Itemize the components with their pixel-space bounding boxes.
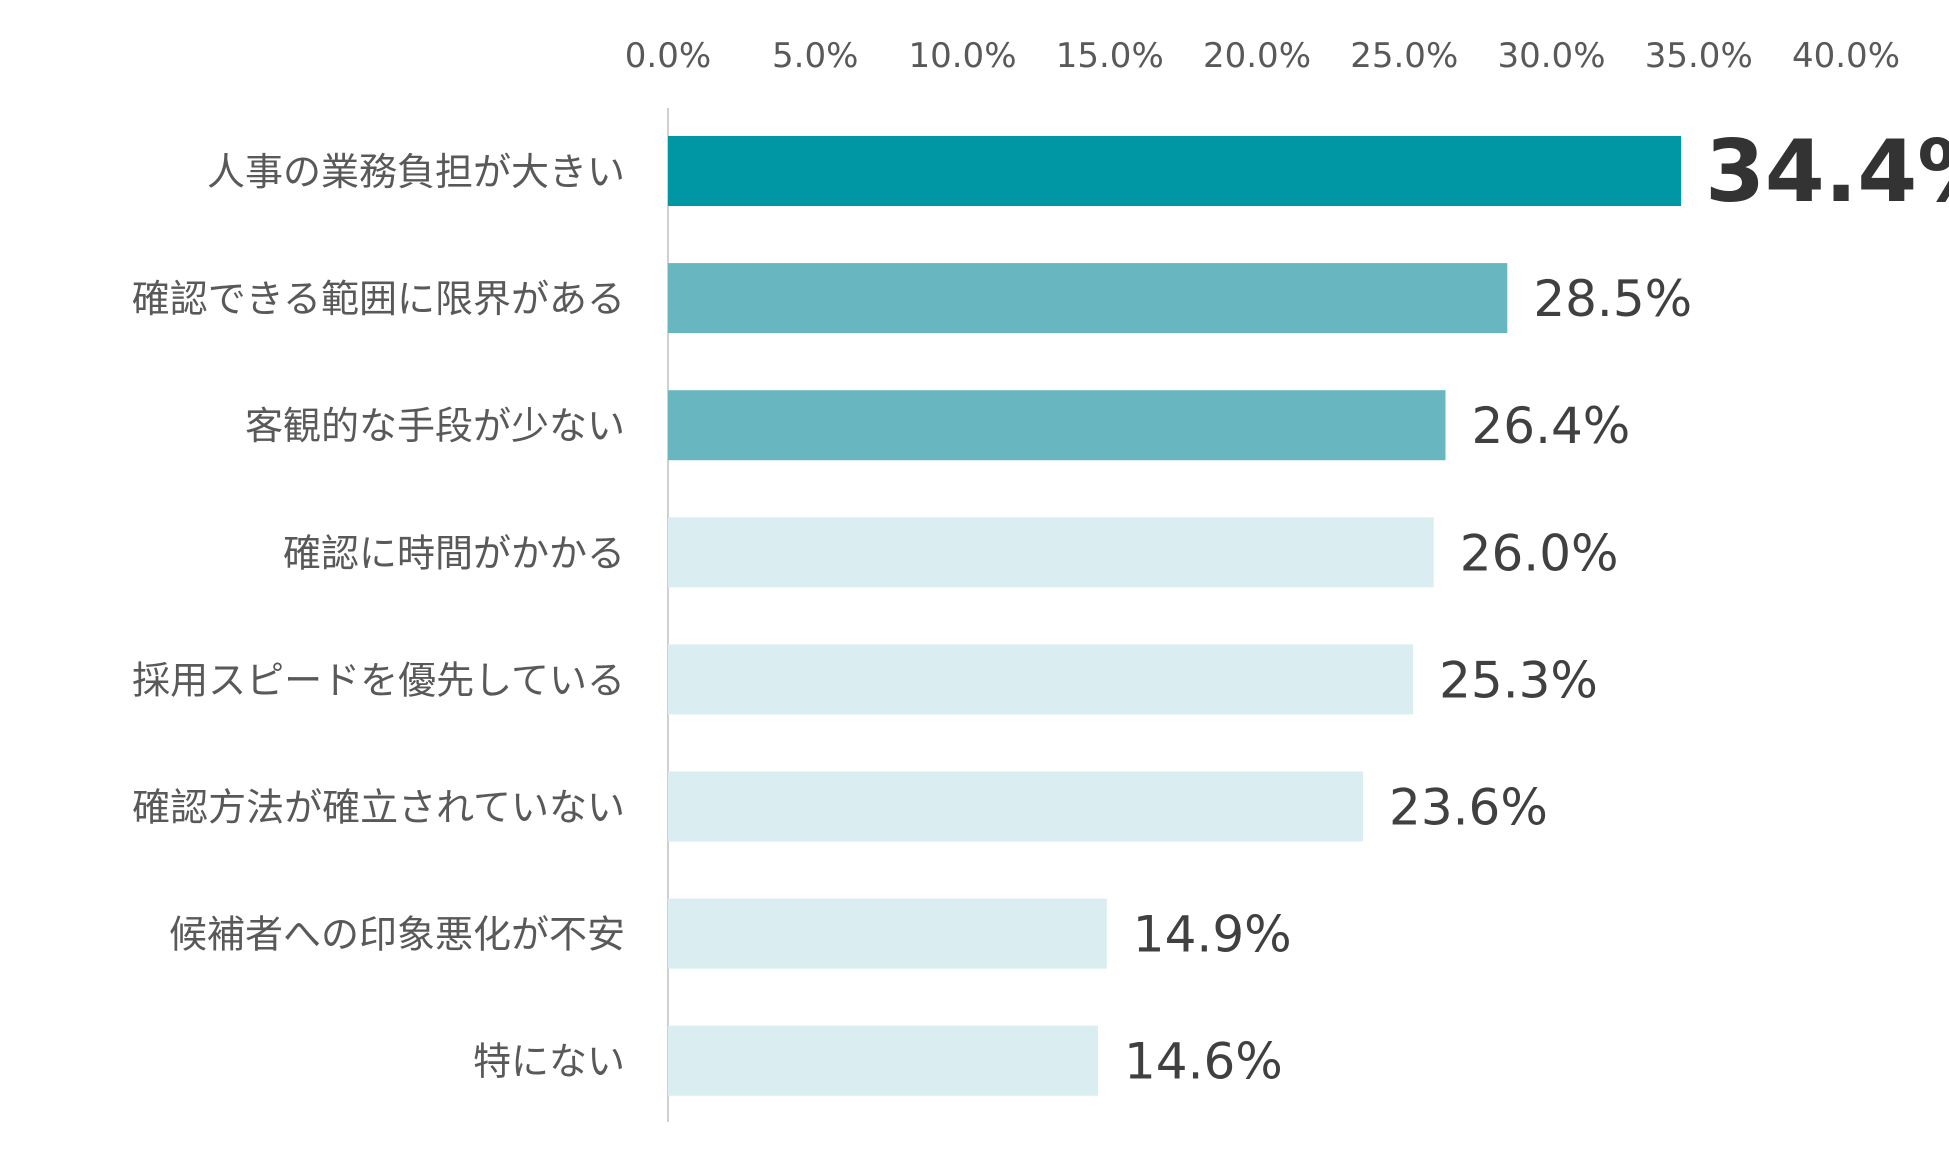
x-tick-label: 10.0%: [908, 36, 1016, 76]
value-label: 14.6%: [1124, 1033, 1283, 1091]
bar: [668, 136, 1682, 206]
bar: [668, 517, 1434, 588]
value-label: 26.4%: [1471, 397, 1630, 455]
x-tick-label: 0.0%: [625, 36, 711, 76]
value-label: 28.5%: [1533, 270, 1692, 328]
x-axis-ticks: 0.0% 5.0% 10.0% 15.0% 20.0% 25.0% 30.0% 35.0% 40…: [625, 36, 1900, 76]
bar: [668, 898, 1107, 969]
value-label: 14.9%: [1133, 906, 1292, 964]
x-tick-label: 15.0%: [1056, 36, 1164, 76]
x-tick-label: 20.0%: [1203, 36, 1311, 76]
bar: [668, 263, 1508, 334]
bar: [668, 644, 1414, 715]
x-tick-label: 5.0%: [772, 36, 858, 76]
x-tick-label: 25.0%: [1350, 36, 1458, 76]
category-label: 確認できる範囲に限界がある: [132, 277, 625, 321]
x-tick-label: 35.0%: [1645, 36, 1753, 76]
category-label: 人事の業務負担が大きい: [207, 150, 625, 194]
x-tick-label: 30.0%: [1497, 36, 1605, 76]
category-label: 採用スピードを優先している: [132, 658, 625, 702]
value-label: 26.0%: [1460, 524, 1619, 582]
value-label: 25.3%: [1439, 651, 1598, 709]
bar: [668, 390, 1446, 461]
category-label: 候補者への印象悪化が不安: [169, 913, 625, 957]
x-tick-label: 40.0%: [1792, 36, 1900, 76]
bar: [668, 771, 1364, 842]
value-label: 23.6%: [1389, 779, 1548, 837]
value-label: 34.4%: [1705, 122, 1949, 222]
value-labels: 34.4%28.5% 26.4% 26.0% 25.3% 23.6% 14.9% 14.6%: [1124, 122, 1949, 1091]
category-label: 確認に時間がかかる: [283, 531, 625, 575]
bars: [668, 136, 1682, 1096]
category-label: 客観的な手段が少ない: [245, 404, 625, 448]
category-labels: 人事の業務負担が大きい確認できる範囲に限界がある客観的な手段が少ない確認に時間が…: [132, 150, 625, 1084]
category-label: 特にない: [473, 1040, 625, 1084]
category-label: 確認方法が確立されていない: [132, 786, 625, 830]
bar: [668, 1025, 1098, 1096]
